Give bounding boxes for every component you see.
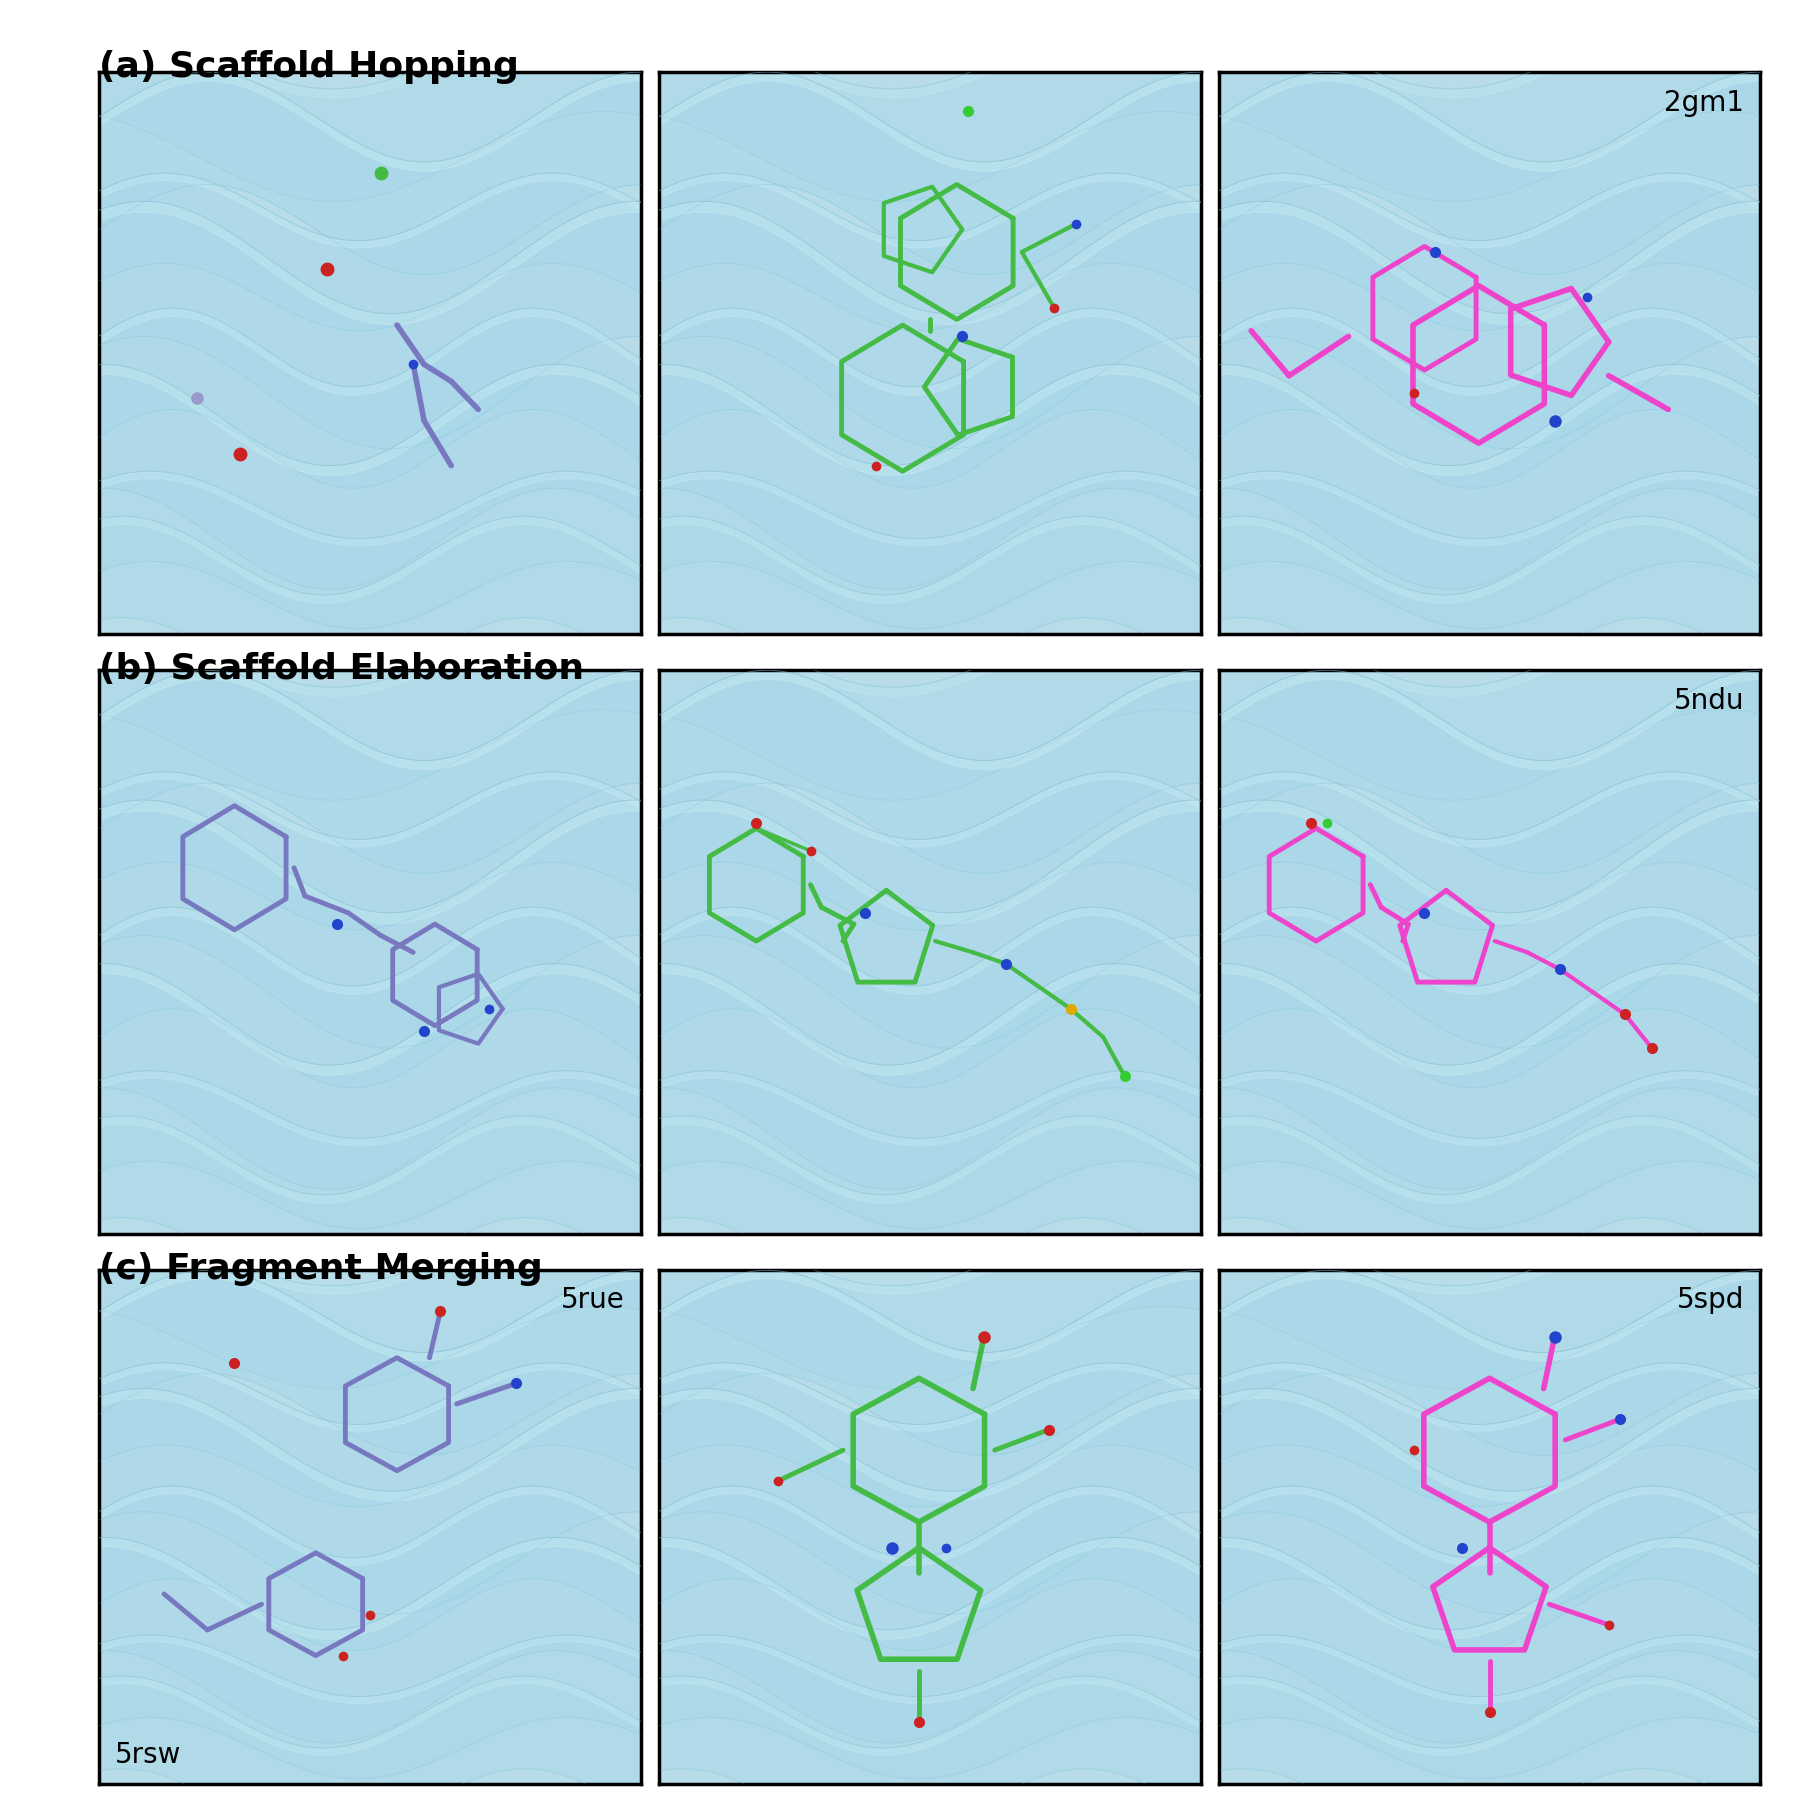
Text: 5rue: 5rue	[562, 1287, 625, 1314]
Text: 5ndu: 5ndu	[1674, 687, 1744, 715]
Text: (b) Scaffold Elaboration: (b) Scaffold Elaboration	[99, 652, 585, 687]
Text: 5rsw: 5rsw	[115, 1741, 182, 1768]
Text: 5spd: 5spd	[1678, 1287, 1744, 1314]
Text: (c) Fragment Merging: (c) Fragment Merging	[99, 1252, 544, 1287]
Text: 2gm1: 2gm1	[1665, 88, 1744, 117]
Text: (a) Scaffold Hopping: (a) Scaffold Hopping	[99, 50, 518, 85]
